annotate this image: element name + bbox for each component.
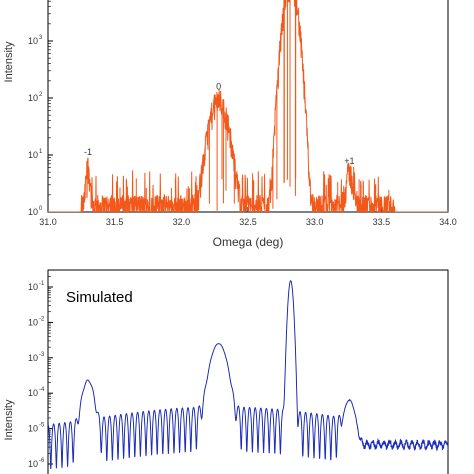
- y-tick-exponent: 2: [39, 92, 43, 98]
- peak-annotation: +1: [344, 156, 354, 166]
- y-tick-exponent: -5: [39, 423, 45, 429]
- annotation-group-measured: -1 0 +1: [84, 82, 354, 166]
- y-axis-label-simulated: Intensity: [3, 399, 15, 440]
- y-tick-label: 10: [28, 150, 38, 160]
- panel-title-simulated: Simulated: [66, 289, 133, 306]
- y-tick-exponent: 1: [39, 149, 43, 155]
- y-tick-exponent: 3: [39, 35, 43, 41]
- x-tick-label: 33.5: [373, 217, 391, 227]
- tick-group-simulated: 10-110-210-310-410-510-6: [28, 269, 53, 469]
- x-tick-label: 33.0: [306, 217, 324, 227]
- x-tick-label: 32.0: [173, 217, 191, 227]
- series-line-measured: [48, 0, 448, 212]
- panel-simulated: 10-110-210-310-410-510-6 Simulated Inten…: [3, 269, 449, 474]
- y-tick-exponent: -2: [39, 316, 45, 322]
- y-tick-exponent: -4: [39, 387, 45, 393]
- y-axis-label-measured: Intensity: [3, 41, 15, 82]
- y-tick-label: 10: [28, 353, 38, 363]
- y-tick-exponent: -1: [39, 281, 45, 287]
- peak-annotation: -1: [84, 147, 92, 157]
- y-tick-label: 10: [28, 424, 38, 434]
- plot-frame-simulated: [47, 269, 449, 474]
- x-tick-label: 34.0: [439, 217, 457, 227]
- y-tick-exponent: -3: [39, 352, 45, 358]
- y-tick-label: 10: [28, 388, 38, 398]
- y-tick-label: 10: [28, 282, 38, 292]
- y-tick-label: 10: [28, 459, 38, 469]
- y-tick-label: 10: [28, 93, 38, 103]
- y-tick-label: 10: [28, 207, 38, 217]
- y-tick-exponent: 0: [39, 206, 43, 212]
- y-tick-label: 10: [28, 36, 38, 46]
- y-tick-label: 10: [28, 317, 38, 327]
- x-tick-label: 32.5: [239, 217, 257, 227]
- x-axis-label-measured: Omega (deg): [213, 235, 284, 249]
- peak-annotation: 0: [216, 82, 221, 92]
- y-tick-exponent: -6: [39, 458, 45, 464]
- x-tick-label: 31.5: [106, 217, 124, 227]
- plot-frame-measured: [47, 0, 449, 213]
- x-tick-label: 31.0: [39, 217, 57, 227]
- series-line-simulated: [48, 280, 448, 469]
